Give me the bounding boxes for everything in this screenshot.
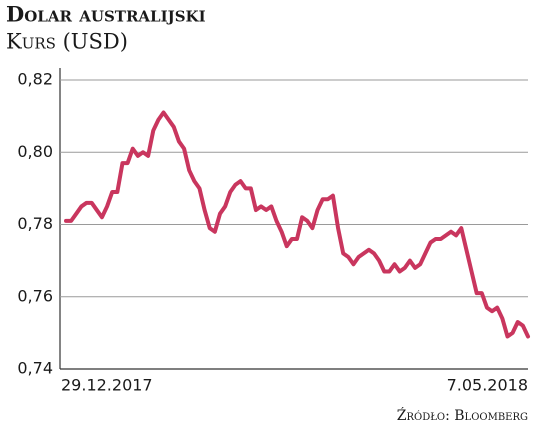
- y-tick-label: 0,76: [17, 286, 53, 305]
- source: Źródło: Bloomberg: [397, 406, 528, 424]
- x-tick-label: 29.12.2017: [61, 376, 153, 395]
- line: [64, 110, 530, 339]
- chart-subtitle: Kurs (USD): [6, 30, 128, 54]
- y-tick-label: 0,78: [17, 214, 53, 233]
- y-tick-label: 0,74: [17, 359, 53, 378]
- y-tick-label: 0,80: [17, 142, 53, 161]
- y-tick-label: 0,82: [17, 70, 53, 89]
- x-tick-label: 7.05.2018: [447, 376, 528, 395]
- chart-title: Dolar australijski: [6, 2, 206, 27]
